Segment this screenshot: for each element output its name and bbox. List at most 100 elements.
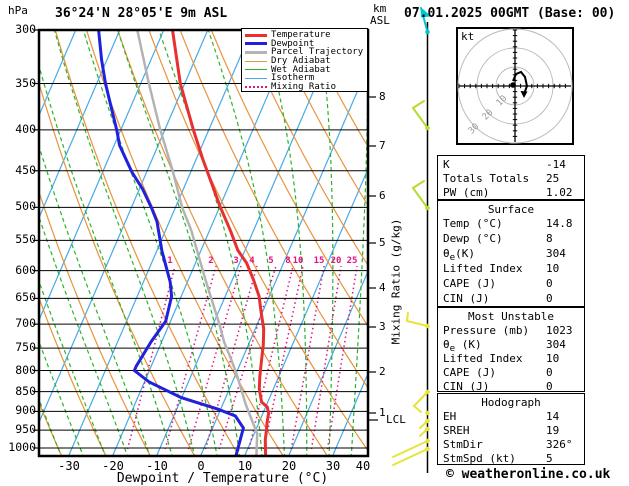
table-section-title: Hodograph (481, 396, 541, 409)
table-row-label: CIN (J) (443, 292, 490, 305)
isotherm-line (112, 31, 296, 455)
km-tick-label: 5 (379, 236, 386, 249)
pressure-tick-label: 450 (15, 162, 36, 177)
temperature-curve (171, 31, 271, 455)
legend-item: Wet Adiabat (245, 65, 367, 75)
table-row: SREH 19 (438, 424, 584, 438)
mixing-ratio-value-label: 15 (313, 256, 325, 266)
table-row: K -14 (438, 158, 584, 172)
wet-adiabat-line (158, 31, 263, 455)
mixing-ratio-line (326, 265, 358, 450)
mixing-ratio-line (187, 265, 242, 450)
km-tick-label: 2 (379, 365, 386, 378)
datetime-title: 07.01.2025 00GMT (Base: 00) (404, 6, 616, 21)
temp-tick-label: -30 (58, 459, 80, 473)
table-row-value: 5 (546, 452, 553, 465)
pressure-axis-unit: hPa (8, 4, 28, 17)
table-row-value: 14 (546, 410, 560, 423)
table-section-title: Most Unstable (467, 310, 555, 323)
wind-barb-stub-sw (419, 426, 430, 437)
table-box-hodograph-stats: Hodograph EH 14 SREH 19 StmDir 326° StmSpd (kt)… (437, 393, 585, 465)
table-box-most-unstable: Most Unstable Pressure (mb) 1023 θe (K) 304 L… (437, 307, 585, 394)
axis-ticks (33, 29, 378, 449)
wet-adiabat-line (40, 147, 151, 455)
barb-feather (413, 405, 422, 413)
table-row: Dewp (°C) 8 (438, 232, 584, 247)
wind-barbs (392, 6, 432, 466)
barb-staff (412, 107, 429, 129)
hodograph-unit-label: kt (461, 30, 475, 43)
table-row-value: 1023 (546, 324, 573, 337)
station-title: 36°24'N 28°05'E 9m ASL (55, 6, 228, 21)
legend-item: Isotherm (245, 73, 367, 83)
legend-item: Temperature (245, 30, 367, 40)
wet-adiabat-line (0, 30, 43, 465)
isotherm-line (200, 67, 367, 455)
table-section-title: Surface (487, 203, 535, 216)
dry-adiabat-line (148, 31, 367, 451)
mixing-ratio-value-label: 25 (346, 256, 358, 266)
barb-feather (412, 100, 425, 109)
wet-adiabat-line (54, 31, 196, 455)
barb-feather (412, 180, 425, 189)
wet-adiabats (0, 30, 367, 465)
isotherm-line (40, 31, 120, 217)
dry-adiabat-line (179, 31, 367, 388)
mixing-ratio-value-label: 5 (268, 256, 274, 266)
table-row-label: Dewp (°C) (443, 232, 503, 245)
wet-adiabat-line (208, 31, 286, 455)
table-row-label: EH (443, 410, 457, 423)
table-row: θe (K) 304 (438, 338, 584, 354)
table-row: Totals Totals 25 (438, 172, 584, 186)
wind-barb-long-sw (392, 438, 430, 458)
barb-staff (406, 320, 429, 327)
wind-barb-dot (425, 410, 430, 416)
dry-adiabat-line (211, 31, 367, 326)
temp-tick-label: 10 (237, 459, 253, 473)
legend-item: Dewpoint (245, 39, 367, 49)
hodograph-trace-arrowhead (520, 91, 528, 98)
barb-pennant (420, 6, 432, 18)
mixing-ratio-value-label: 20 (330, 256, 342, 266)
wet-adiabat-line (40, 342, 84, 455)
dewpoint-curve (97, 31, 246, 455)
pressure-tick-label: 500 (15, 199, 36, 214)
km-tick-label: 6 (379, 189, 386, 202)
isotherm-line (288, 272, 367, 455)
table-row-label: SREH (443, 424, 470, 437)
table-row-label: CIN (J) (443, 380, 490, 393)
legend-line-sample-icon (245, 60, 267, 62)
plot-area (0, 30, 367, 465)
mixing-ratio-line (126, 265, 176, 450)
table-row-value: 0 (546, 277, 553, 290)
dry-adiabat-line (40, 193, 151, 455)
table-row: PW (cm) 1.02 (438, 186, 584, 200)
legend-item-label: Dry Adiabat (271, 56, 331, 67)
table-row-value: 326° (546, 438, 573, 451)
lcl-label: LCL (386, 413, 406, 426)
pressure-tick-label: 650 (15, 290, 36, 305)
table-row: CIN (J) 0 (438, 380, 584, 394)
km-tick-label: 8 (379, 90, 386, 103)
barb-staff (412, 187, 429, 209)
x-axis-title: Dewpoint / Temperature (°C) (116, 471, 329, 486)
table-row-label: Lifted Index (443, 262, 523, 275)
wind-barb-dot (425, 410, 430, 416)
mixing-ratio-value-label: 8 (285, 256, 291, 266)
dry-adiabat-line (86, 31, 284, 455)
table-row: θe(K) 304 (438, 247, 584, 264)
parcel-trajectory-curve (136, 31, 259, 455)
table-row: EH 14 (438, 410, 584, 424)
pressure-tick-label: 550 (15, 232, 36, 247)
km-tick-label: 4 (379, 281, 386, 294)
mixing-ratio-value-label: 1 (167, 256, 173, 266)
theta-e-subscript: e (449, 252, 456, 264)
barb-staff (392, 440, 429, 458)
mixing-ratio-axis-title: Mixing Ratio (g/kg) (389, 218, 403, 345)
temp-tick-label: -10 (146, 459, 168, 473)
hodograph-origin-dot (510, 82, 516, 88)
table-row: Lifted Index 10 (438, 352, 584, 366)
table-row-value: 10 (546, 352, 560, 365)
table-row-value: 0 (546, 292, 553, 305)
